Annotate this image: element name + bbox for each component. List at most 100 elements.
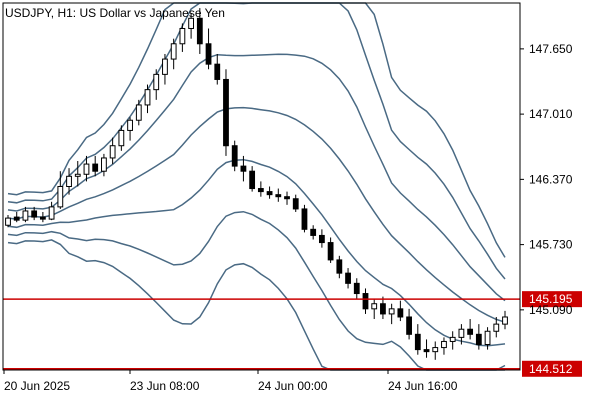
- candle-body: [484, 330, 491, 346]
- candle: [48, 201, 55, 221]
- candle-body: [371, 303, 378, 310]
- candle-body: [502, 316, 508, 325]
- candle-body: [467, 328, 474, 335]
- candle-body: [292, 198, 299, 210]
- candle: [205, 28, 212, 70]
- candle: [39, 211, 46, 223]
- candle-body: [48, 206, 55, 220]
- candle-body: [441, 340, 447, 349]
- candlesticks: [5, 8, 508, 360]
- candle: [310, 225, 317, 240]
- candle: [66, 168, 72, 195]
- candle-body: [205, 43, 212, 65]
- candle: [92, 155, 99, 177]
- candle-body: [249, 170, 256, 190]
- candle-body: [388, 308, 395, 315]
- band-lower: [7, 239, 505, 371]
- candle: [284, 191, 290, 205]
- candle-body: [432, 347, 439, 353]
- candle-body: [336, 259, 343, 274]
- candle: [109, 137, 116, 165]
- candle-body: [66, 175, 72, 188]
- candle: [318, 229, 325, 248]
- candle-body: [318, 234, 325, 244]
- candle: [83, 155, 90, 182]
- candle-body: [406, 316, 412, 335]
- candle: [223, 69, 229, 156]
- candle-body: [362, 293, 369, 310]
- candle: [188, 13, 195, 39]
- candle: [170, 38, 177, 70]
- candle-body: [275, 194, 282, 198]
- candle-body: [493, 323, 500, 332]
- candle-body: [83, 163, 90, 175]
- candle: [371, 298, 378, 320]
- level-label-box: [522, 360, 582, 377]
- band-lower: [7, 210, 506, 371]
- candle-body: [74, 173, 81, 177]
- candle: [135, 99, 142, 126]
- candle: [362, 288, 369, 314]
- candle-body: [240, 165, 247, 172]
- candle-body: [170, 43, 177, 60]
- candle: [257, 181, 264, 197]
- candle-body: [109, 145, 116, 159]
- y-tick-label: 146.370: [529, 172, 573, 186]
- x-tick-label: 23 Jun 08:00: [130, 379, 200, 393]
- candle: [432, 341, 439, 360]
- candle: [22, 206, 29, 223]
- chart-title: USDJPY, H1: US Dollar vs Japanese Yen: [5, 6, 225, 20]
- candle-body: [5, 217, 11, 226]
- band-upper: [7, 2, 506, 280]
- candle: [493, 316, 500, 338]
- candle: [240, 155, 247, 182]
- candle-body: [310, 228, 317, 236]
- candle: [214, 53, 221, 85]
- candle: [484, 327, 491, 350]
- y-tick-label: 147.650: [529, 42, 573, 56]
- x-tick-label: 24 Jun 16:00: [388, 379, 458, 393]
- candle: [388, 303, 395, 325]
- band-upper: [7, 2, 506, 258]
- candle: [275, 188, 282, 202]
- candle: [414, 324, 421, 355]
- plot-frame: [2, 2, 521, 371]
- candle: [397, 300, 404, 322]
- candle: [118, 125, 125, 151]
- candle: [345, 268, 351, 289]
- candle-body: [188, 17, 195, 29]
- candle: [101, 153, 107, 177]
- candle-body: [214, 63, 221, 80]
- candle-body: [231, 145, 238, 167]
- candle: [249, 166, 256, 192]
- level-label: 144.512: [529, 362, 573, 376]
- candle-body: [162, 58, 168, 75]
- candle-body: [31, 210, 38, 218]
- candle-body: [135, 104, 142, 121]
- candle: [380, 296, 386, 320]
- candle-body: [127, 119, 133, 131]
- level-label-box: [522, 291, 582, 308]
- x-tick-label: 24 Jun 00:00: [258, 379, 328, 393]
- candle-body: [196, 17, 203, 45]
- y-tick-label: 145.090: [529, 303, 573, 317]
- candle-body: [92, 163, 99, 172]
- candle: [31, 206, 38, 221]
- bollinger-bands: [7, 2, 506, 371]
- candle: [162, 53, 168, 85]
- candle: [57, 171, 64, 209]
- candle-body: [118, 129, 125, 147]
- candle: [153, 69, 160, 100]
- candle-body: [449, 336, 456, 342]
- band-middle: [7, 106, 506, 323]
- candle-body: [284, 196, 290, 200]
- candle: [5, 215, 11, 228]
- candle: [179, 23, 186, 52]
- candle: [353, 278, 360, 299]
- candle-body: [345, 272, 351, 284]
- candle: [13, 211, 20, 223]
- candle: [266, 186, 273, 199]
- candle: [406, 308, 412, 340]
